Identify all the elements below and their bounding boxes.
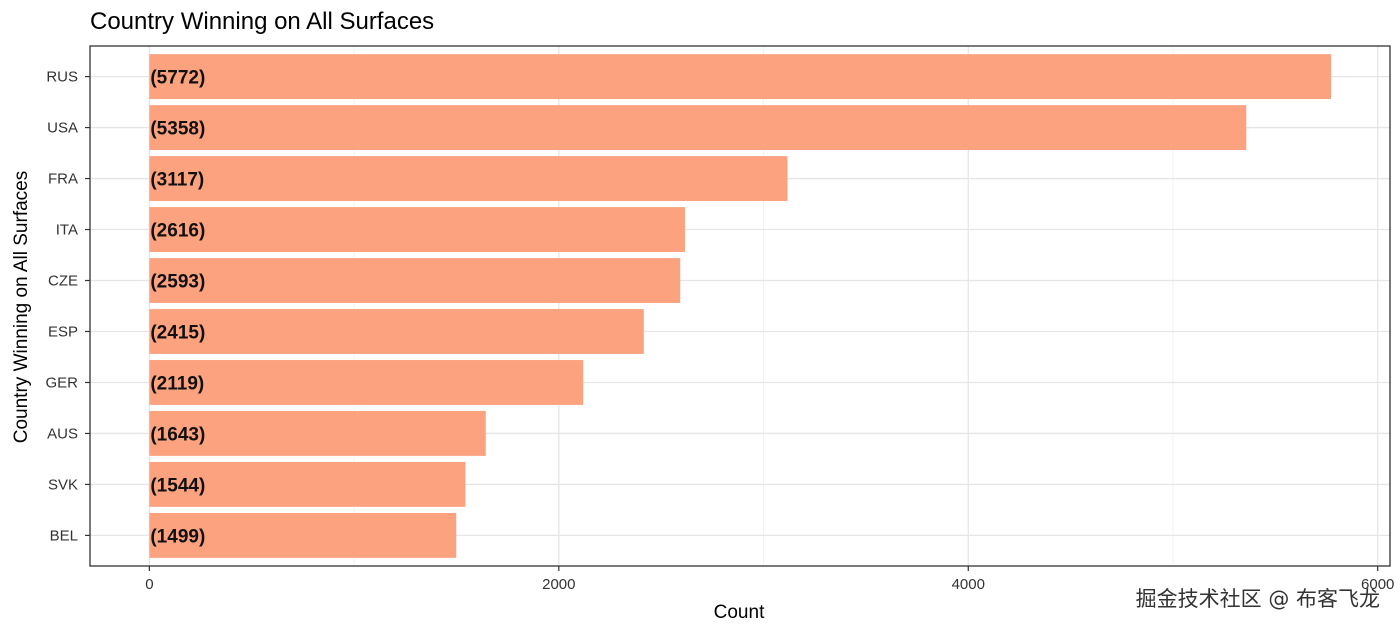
y-tick-label: CZE [48,273,78,290]
data-label: (3117) [150,170,204,191]
plot-panel: (5772) (5358) (3117) (2616) (2593) (2415) (211… [45,45,1394,593]
data-label: (1643) [150,424,205,445]
data-label: (1544) [150,475,205,496]
watermark-text: 掘金技术社区 @ 布客飞龙 [1136,587,1380,611]
x-tick-label: 6000 [1361,576,1394,593]
data-label: (5772) [150,68,205,89]
x-tick-label: 4000 [952,576,985,593]
y-tick-label: USA [47,120,78,137]
data-label: (1499) [150,526,205,547]
x-tick-label: 0 [145,576,153,593]
y-tick-label: ESP [48,323,78,340]
y-tick-label: SVK [48,476,78,493]
data-label: (2415) [150,322,205,343]
bar [149,411,486,456]
bar [149,512,457,558]
y-tick-label: ITA [56,222,78,239]
panel-border [89,45,1391,567]
bar [149,156,788,201]
y-tick-label: FRA [48,171,78,188]
bar [149,207,685,252]
y-axis-title: Country Winning on All Surfaces [11,171,32,443]
data-label: (2616) [150,221,205,242]
bar [149,105,1247,150]
data-label: (2119) [150,373,204,394]
chart-title: Country Winning on All Surfaces [90,8,434,35]
bar [149,54,1332,100]
y-tick-label: AUS [47,425,78,442]
data-label: (5358) [150,119,205,140]
bar [149,462,466,507]
y-tick-label: BEL [50,527,78,544]
y-tick-label: RUS [46,69,78,86]
x-tick-label: 2000 [542,576,575,593]
bar [149,360,584,405]
x-axis-title: Count [714,602,765,623]
data-label: (2593) [150,272,205,293]
y-tick-label: GER [45,374,78,391]
bar [149,309,644,354]
bar [149,258,681,303]
